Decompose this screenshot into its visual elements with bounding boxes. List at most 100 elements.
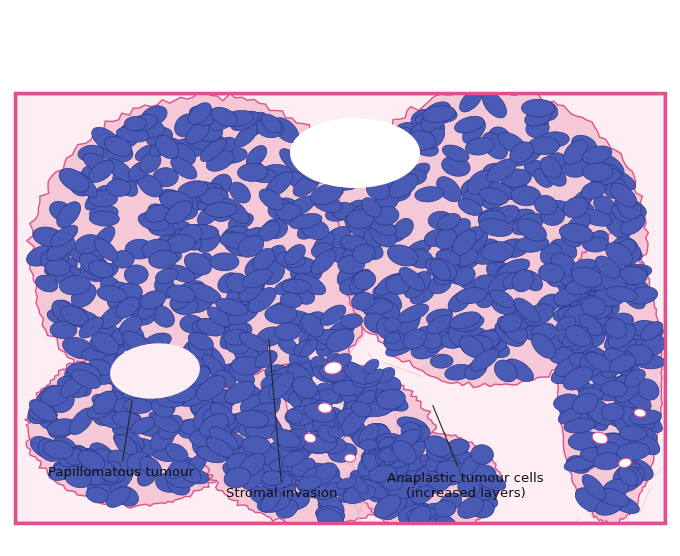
Ellipse shape [112,326,136,345]
Ellipse shape [337,478,356,489]
Ellipse shape [88,359,111,376]
Ellipse shape [487,159,516,182]
Ellipse shape [326,483,345,496]
Ellipse shape [107,294,131,314]
Ellipse shape [458,246,483,270]
Ellipse shape [575,410,600,431]
Ellipse shape [344,400,370,418]
Ellipse shape [95,355,120,374]
Ellipse shape [165,468,196,488]
Ellipse shape [591,299,613,319]
Ellipse shape [303,468,317,482]
Ellipse shape [466,138,494,155]
Ellipse shape [284,429,309,444]
Ellipse shape [358,424,379,445]
Ellipse shape [139,381,167,399]
Ellipse shape [90,336,114,353]
Ellipse shape [101,364,126,378]
Ellipse shape [138,300,163,319]
Ellipse shape [188,332,214,350]
Ellipse shape [152,305,174,327]
Ellipse shape [133,344,165,366]
Ellipse shape [627,408,655,429]
Ellipse shape [479,207,511,225]
Ellipse shape [383,183,411,201]
Ellipse shape [206,438,233,457]
Ellipse shape [137,174,163,197]
Ellipse shape [287,459,313,483]
Ellipse shape [191,133,224,150]
Ellipse shape [128,373,158,396]
Ellipse shape [175,229,202,250]
Ellipse shape [366,385,390,406]
Ellipse shape [306,416,328,436]
Ellipse shape [234,384,265,404]
Ellipse shape [330,173,358,190]
Ellipse shape [505,359,533,381]
Ellipse shape [528,137,560,155]
Ellipse shape [563,304,593,326]
Ellipse shape [311,243,335,259]
Ellipse shape [360,480,387,499]
Ellipse shape [341,386,367,405]
Ellipse shape [564,140,588,165]
Ellipse shape [401,493,424,516]
Ellipse shape [364,297,388,317]
Ellipse shape [424,510,453,532]
Ellipse shape [282,449,308,471]
Ellipse shape [579,315,602,336]
Ellipse shape [263,458,288,480]
Ellipse shape [265,172,293,197]
Ellipse shape [411,485,434,504]
Ellipse shape [478,211,506,229]
Ellipse shape [175,114,197,137]
Ellipse shape [220,232,252,248]
Ellipse shape [575,488,602,512]
Ellipse shape [426,309,453,325]
Ellipse shape [388,481,422,498]
Ellipse shape [73,445,94,466]
Ellipse shape [426,436,453,459]
Ellipse shape [184,253,211,275]
Ellipse shape [540,157,562,178]
Ellipse shape [565,214,590,240]
Ellipse shape [315,475,342,500]
Ellipse shape [373,473,407,491]
Polygon shape [24,348,245,508]
Ellipse shape [88,190,118,207]
Ellipse shape [262,374,285,395]
Ellipse shape [595,498,622,515]
Ellipse shape [500,313,522,332]
Ellipse shape [313,414,335,433]
Ellipse shape [556,316,576,333]
Ellipse shape [156,473,184,492]
Ellipse shape [180,315,204,333]
Ellipse shape [135,369,160,385]
Ellipse shape [565,270,587,294]
Ellipse shape [375,377,401,398]
Ellipse shape [284,245,305,265]
Ellipse shape [140,456,162,476]
Ellipse shape [154,369,180,392]
Ellipse shape [303,436,337,453]
Ellipse shape [261,374,293,394]
Ellipse shape [369,424,390,440]
Ellipse shape [131,381,156,405]
Ellipse shape [602,479,629,498]
Ellipse shape [426,476,451,493]
Polygon shape [197,360,438,527]
Ellipse shape [358,403,392,417]
Ellipse shape [507,310,531,330]
Ellipse shape [556,265,585,282]
Ellipse shape [554,394,581,411]
Ellipse shape [231,111,258,131]
Ellipse shape [524,160,548,177]
Ellipse shape [139,153,161,173]
Ellipse shape [241,466,265,489]
Ellipse shape [637,379,659,400]
Ellipse shape [223,462,245,479]
Polygon shape [558,231,662,525]
Ellipse shape [606,286,637,302]
Ellipse shape [27,245,58,266]
Ellipse shape [222,231,248,256]
